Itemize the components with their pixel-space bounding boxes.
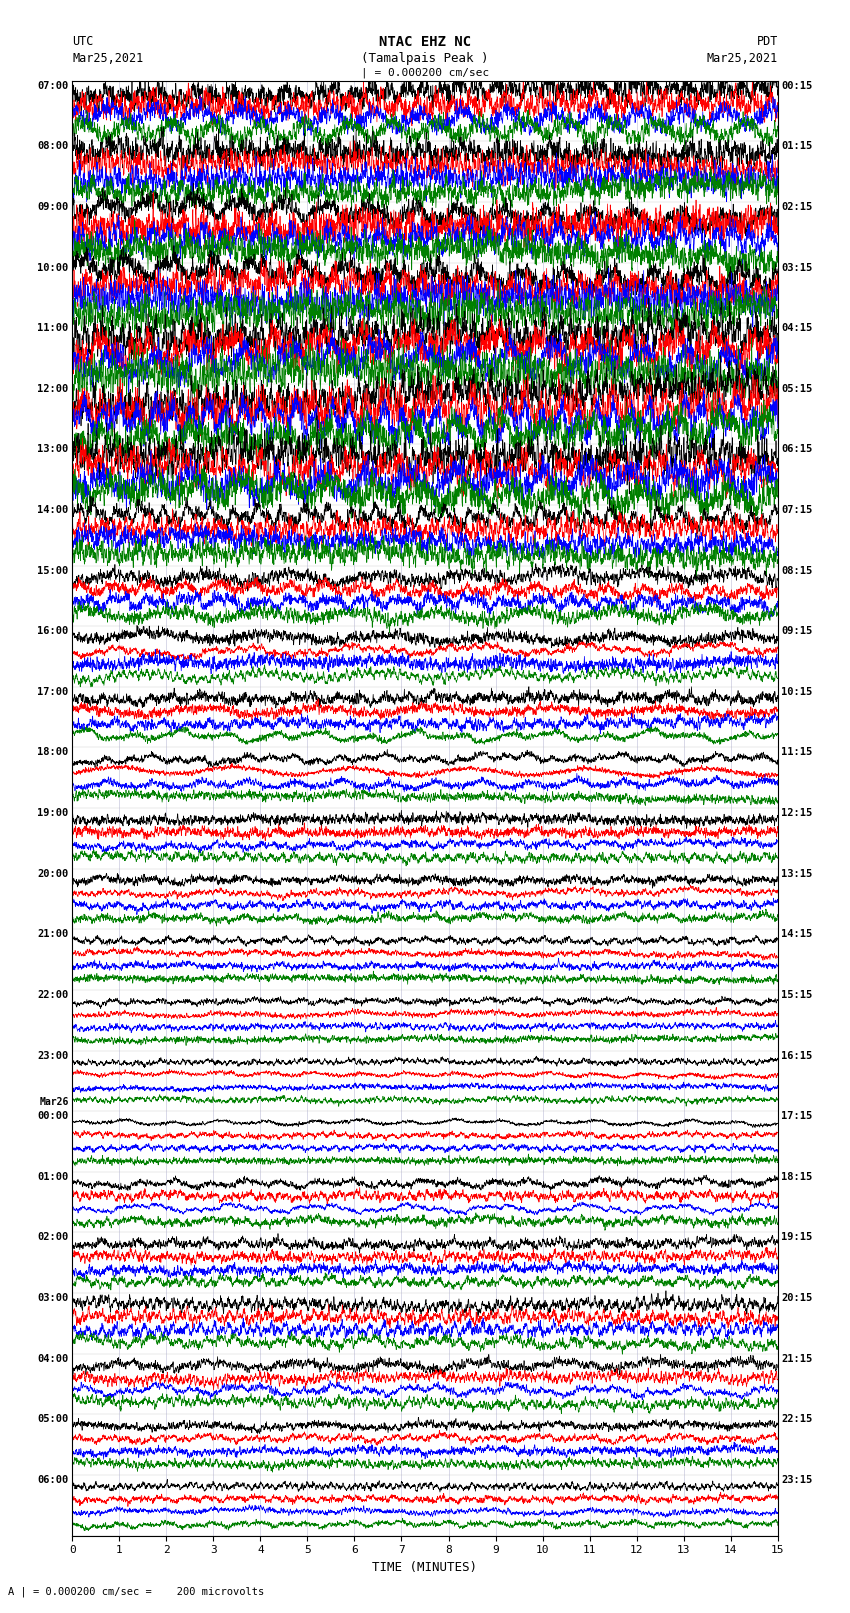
Text: 21:00: 21:00 — [37, 929, 69, 939]
Text: 22:00: 22:00 — [37, 990, 69, 1000]
Text: 10:00: 10:00 — [37, 263, 69, 273]
Text: 02:00: 02:00 — [37, 1232, 69, 1242]
Text: 15:15: 15:15 — [781, 990, 813, 1000]
Text: 09:00: 09:00 — [37, 202, 69, 211]
Text: 23:00: 23:00 — [37, 1050, 69, 1061]
Text: | = 0.000200 cm/sec: | = 0.000200 cm/sec — [361, 68, 489, 79]
Text: 02:15: 02:15 — [781, 202, 813, 211]
Text: PDT: PDT — [756, 35, 778, 48]
Text: 08:15: 08:15 — [781, 566, 813, 576]
Text: 20:15: 20:15 — [781, 1294, 813, 1303]
Text: 12:00: 12:00 — [37, 384, 69, 394]
Text: 04:15: 04:15 — [781, 323, 813, 334]
Text: 01:15: 01:15 — [781, 142, 813, 152]
Text: Mar25,2021: Mar25,2021 — [706, 52, 778, 65]
Text: 04:00: 04:00 — [37, 1353, 69, 1363]
Text: A | = 0.000200 cm/sec =    200 microvolts: A | = 0.000200 cm/sec = 200 microvolts — [8, 1586, 264, 1597]
Text: UTC: UTC — [72, 35, 94, 48]
Text: 17:15: 17:15 — [781, 1111, 813, 1121]
Text: 07:00: 07:00 — [37, 81, 69, 90]
Text: 20:00: 20:00 — [37, 869, 69, 879]
Text: 16:00: 16:00 — [37, 626, 69, 636]
Text: 00:00: 00:00 — [37, 1111, 69, 1121]
Text: 07:15: 07:15 — [781, 505, 813, 515]
Text: 13:00: 13:00 — [37, 444, 69, 455]
Text: 14:15: 14:15 — [781, 929, 813, 939]
X-axis label: TIME (MINUTES): TIME (MINUTES) — [372, 1561, 478, 1574]
Text: 05:15: 05:15 — [781, 384, 813, 394]
Text: 12:15: 12:15 — [781, 808, 813, 818]
Text: 18:00: 18:00 — [37, 747, 69, 758]
Text: 11:15: 11:15 — [781, 747, 813, 758]
Text: 16:15: 16:15 — [781, 1050, 813, 1061]
Text: 05:00: 05:00 — [37, 1415, 69, 1424]
Text: (Tamalpais Peak ): (Tamalpais Peak ) — [361, 52, 489, 65]
Text: 08:00: 08:00 — [37, 142, 69, 152]
Text: 06:15: 06:15 — [781, 444, 813, 455]
Text: 23:15: 23:15 — [781, 1474, 813, 1486]
Text: 19:15: 19:15 — [781, 1232, 813, 1242]
Text: Mar25,2021: Mar25,2021 — [72, 52, 144, 65]
Text: 15:00: 15:00 — [37, 566, 69, 576]
Text: 06:00: 06:00 — [37, 1474, 69, 1486]
Text: 00:15: 00:15 — [781, 81, 813, 90]
Text: 03:00: 03:00 — [37, 1294, 69, 1303]
Text: 21:15: 21:15 — [781, 1353, 813, 1363]
Text: 13:15: 13:15 — [781, 869, 813, 879]
Text: 22:15: 22:15 — [781, 1415, 813, 1424]
Text: 10:15: 10:15 — [781, 687, 813, 697]
Text: 14:00: 14:00 — [37, 505, 69, 515]
Text: Mar26: Mar26 — [39, 1097, 69, 1107]
Text: 19:00: 19:00 — [37, 808, 69, 818]
Text: 11:00: 11:00 — [37, 323, 69, 334]
Text: 18:15: 18:15 — [781, 1171, 813, 1182]
Text: 09:15: 09:15 — [781, 626, 813, 636]
Text: 01:00: 01:00 — [37, 1171, 69, 1182]
Text: 17:00: 17:00 — [37, 687, 69, 697]
Text: 03:15: 03:15 — [781, 263, 813, 273]
Text: NTAC EHZ NC: NTAC EHZ NC — [379, 35, 471, 50]
